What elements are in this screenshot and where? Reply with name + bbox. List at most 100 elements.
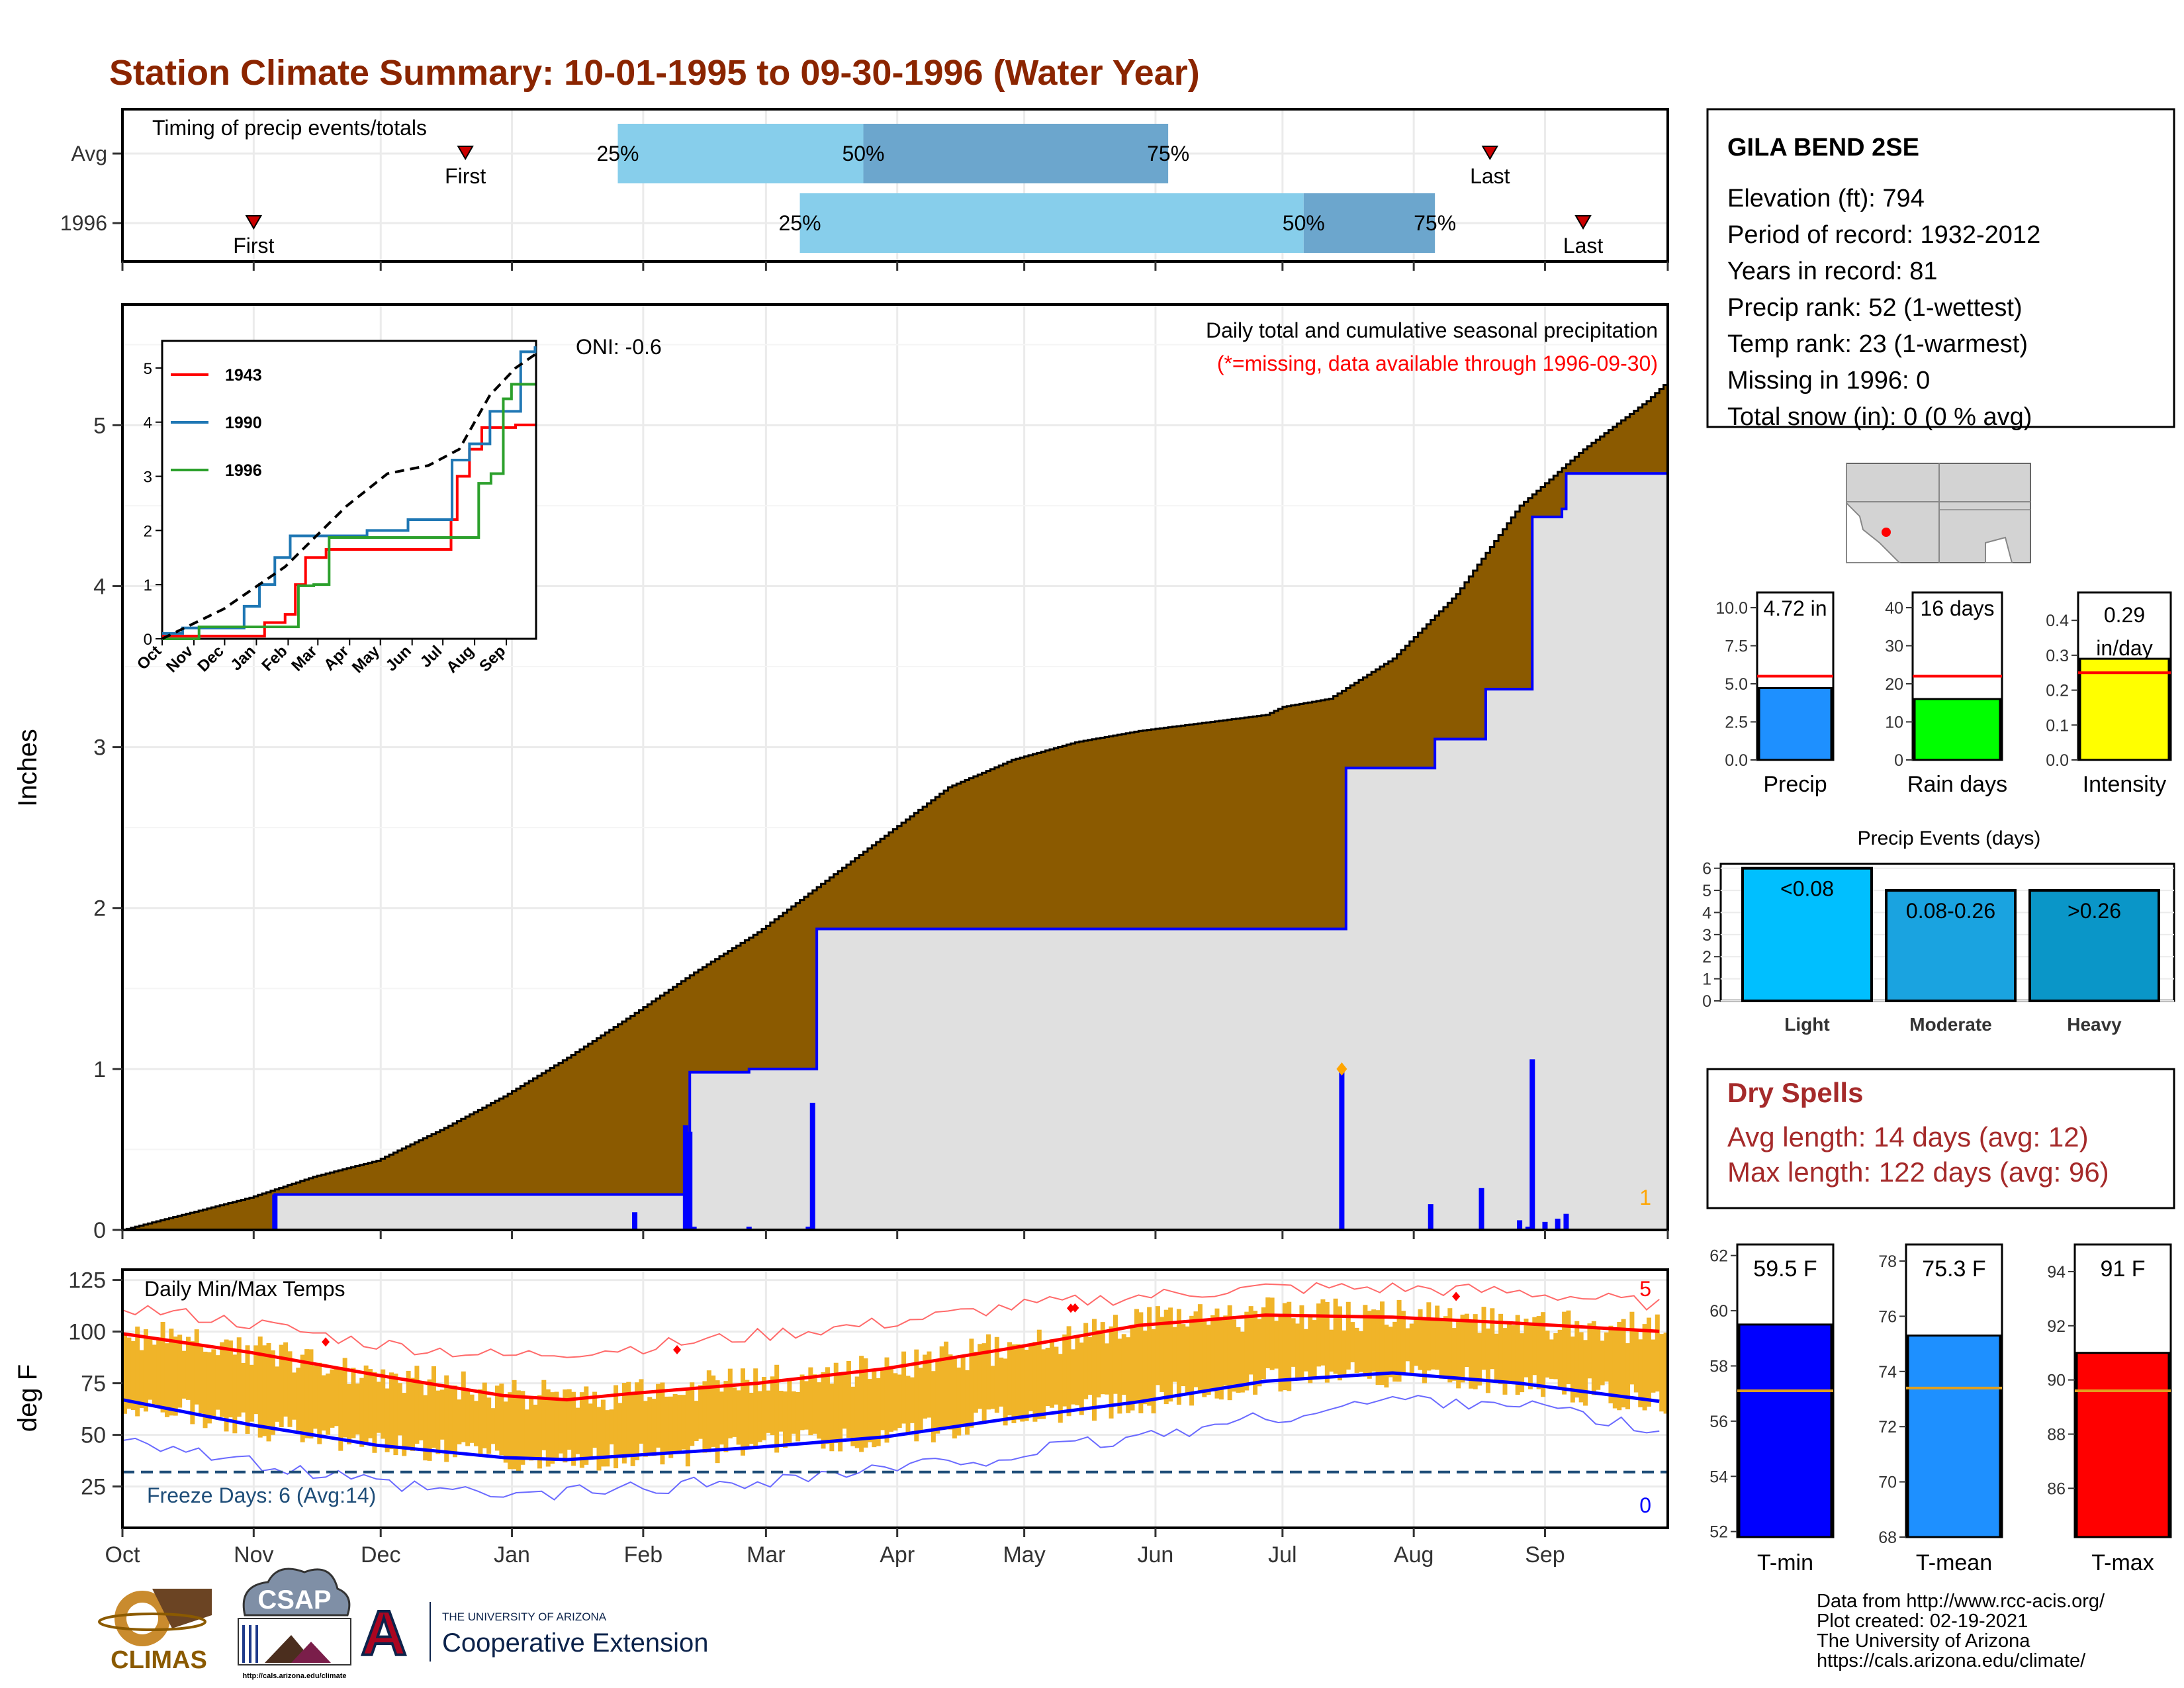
daily-temp-bar bbox=[1100, 1322, 1105, 1395]
daily-temp-bar bbox=[1210, 1315, 1216, 1392]
daily-temp-bar bbox=[664, 1396, 669, 1452]
daily-temp-bar bbox=[550, 1392, 555, 1464]
daily-temp-bar bbox=[1062, 1334, 1068, 1407]
dry-spells-box: Dry Spells Avg length: 14 days (avg: 12)… bbox=[1706, 1068, 2175, 1209]
daily-precip-bar bbox=[1555, 1218, 1561, 1230]
daily-temp-bar bbox=[1541, 1312, 1546, 1397]
daily-temp-bar bbox=[1414, 1317, 1419, 1366]
daily-temp-bar bbox=[1447, 1308, 1453, 1383]
month-label: Dec bbox=[361, 1542, 400, 1568]
daily-temp-bar bbox=[690, 1382, 695, 1446]
daily-temp-bar bbox=[1045, 1347, 1050, 1407]
daily-precip-bar bbox=[272, 1194, 278, 1230]
event-bar bbox=[1741, 867, 1873, 1002]
month-label: Oct bbox=[105, 1542, 140, 1568]
daily-temp-bar bbox=[1557, 1329, 1563, 1390]
daily-temp-bar bbox=[537, 1395, 542, 1469]
daily-temp-bar bbox=[1087, 1336, 1093, 1395]
month-label: Nov bbox=[234, 1542, 273, 1568]
daily-temp-bar bbox=[782, 1391, 788, 1448]
daily-temp-bar bbox=[1248, 1306, 1253, 1375]
timing-pct-label: 50% bbox=[1283, 211, 1325, 235]
precip-panel-title: Daily total and cumulative seasonal prec… bbox=[1206, 318, 1658, 342]
daily-temp-bar bbox=[482, 1382, 487, 1448]
daily-temp-bar bbox=[1422, 1318, 1427, 1383]
daily-temp-bar bbox=[376, 1382, 381, 1433]
precip-y-tick-label: 2 bbox=[93, 896, 106, 921]
small-bar-y-tick-label: 20 bbox=[1885, 675, 1903, 694]
daily-temp-bar bbox=[1350, 1322, 1355, 1362]
daily-temp-bar bbox=[359, 1378, 365, 1447]
daily-temp-bar bbox=[1193, 1311, 1199, 1387]
daily-temp-bar bbox=[135, 1327, 140, 1417]
month-label: Apr bbox=[880, 1542, 915, 1568]
record-high-marker bbox=[673, 1345, 682, 1355]
last-marker bbox=[1574, 215, 1592, 230]
daily-temp-bar bbox=[825, 1367, 830, 1444]
daily-temp-bar bbox=[761, 1377, 766, 1440]
daily-temp-bar bbox=[194, 1329, 199, 1405]
daily-temp-bar bbox=[435, 1390, 441, 1454]
daily-temp-bar bbox=[617, 1403, 623, 1457]
daily-temp-bar bbox=[965, 1370, 970, 1435]
daily-temp-bar bbox=[1345, 1301, 1351, 1370]
daily-temp-bar bbox=[1392, 1321, 1398, 1382]
daily-temp-bar bbox=[867, 1379, 872, 1442]
daily-temp-bar bbox=[275, 1366, 280, 1422]
daily-temp-bar bbox=[736, 1390, 741, 1445]
daily-temp-bar bbox=[541, 1380, 547, 1450]
daily-temp-bar bbox=[999, 1357, 1004, 1407]
daily-temp-bar bbox=[909, 1377, 915, 1423]
daily-temp-bar bbox=[1287, 1301, 1292, 1391]
inset-legend-label: 1990 bbox=[225, 414, 262, 432]
temp-bar-y-tick-label: 86 bbox=[2047, 1479, 2066, 1498]
temp-bar-y-tick-label: 56 bbox=[1709, 1413, 1728, 1431]
daily-temp-bar bbox=[1617, 1322, 1622, 1411]
daily-temp-bar bbox=[1379, 1301, 1385, 1385]
daily-temp-bar bbox=[1024, 1350, 1029, 1421]
timing-bar-25-50 bbox=[799, 193, 1304, 253]
daily-temp-bar bbox=[524, 1409, 529, 1458]
daily-temp-bar bbox=[799, 1374, 805, 1430]
daily-temp-bar bbox=[1638, 1339, 1643, 1407]
daily-temp-bar bbox=[575, 1407, 580, 1454]
inset-series-line-1943 bbox=[162, 423, 535, 637]
daily-temp-bar bbox=[342, 1358, 347, 1438]
daily-temp-bar bbox=[143, 1329, 148, 1412]
daily-temp-bar bbox=[1121, 1334, 1126, 1395]
timing-pct-label: 50% bbox=[842, 142, 884, 165]
daily-temp-bar bbox=[160, 1321, 165, 1413]
month-label: Sep bbox=[1525, 1542, 1565, 1568]
daily-temp-bar bbox=[914, 1349, 919, 1442]
daily-temp-bar bbox=[1400, 1311, 1406, 1375]
daily-precip-bar bbox=[1517, 1220, 1523, 1230]
daily-temp-bar bbox=[1418, 1309, 1423, 1370]
daily-temp-bar bbox=[321, 1375, 326, 1431]
daily-temp-bar bbox=[1566, 1310, 1571, 1385]
csap-logo[interactable]: CSAP http://cals.arizona.edu/climate bbox=[238, 1568, 351, 1680]
daily-temp-bar bbox=[1189, 1315, 1195, 1406]
temp-y-tick-label: 50 bbox=[81, 1423, 106, 1448]
temp-y-label: deg F bbox=[13, 1364, 42, 1432]
daily-temp-bar bbox=[469, 1394, 475, 1443]
daily-temp-bar bbox=[1439, 1320, 1444, 1379]
daily-temp-bar bbox=[770, 1376, 775, 1435]
daily-temp-bar bbox=[931, 1371, 936, 1442]
dry-spells-max: Max length: 122 days (avg: 96) bbox=[1727, 1156, 2109, 1188]
climas-logo[interactable]: CLIMAS bbox=[98, 1589, 212, 1674]
daily-temp-bar bbox=[621, 1383, 627, 1464]
timing-pct-label: 75% bbox=[1147, 142, 1189, 165]
daily-temp-bar bbox=[334, 1368, 339, 1427]
daily-temp-bar bbox=[139, 1350, 144, 1409]
temp-bar-label: T-mean bbox=[1916, 1550, 1992, 1575]
daily-temp-bar bbox=[1490, 1308, 1495, 1370]
ua-cooperative-extension-logo[interactable]: A THE UNIVERSITY OF ARIZONA Cooperative … bbox=[359, 1597, 708, 1670]
daily-temp-bar bbox=[711, 1375, 716, 1447]
timing-pct-label: 25% bbox=[779, 211, 821, 235]
daily-temp-bar bbox=[338, 1366, 343, 1451]
daily-temp-bar bbox=[1261, 1307, 1266, 1380]
daily-temp-bar bbox=[745, 1380, 750, 1450]
daily-temp-bar bbox=[812, 1374, 817, 1434]
daily-temp-bar bbox=[423, 1395, 428, 1461]
